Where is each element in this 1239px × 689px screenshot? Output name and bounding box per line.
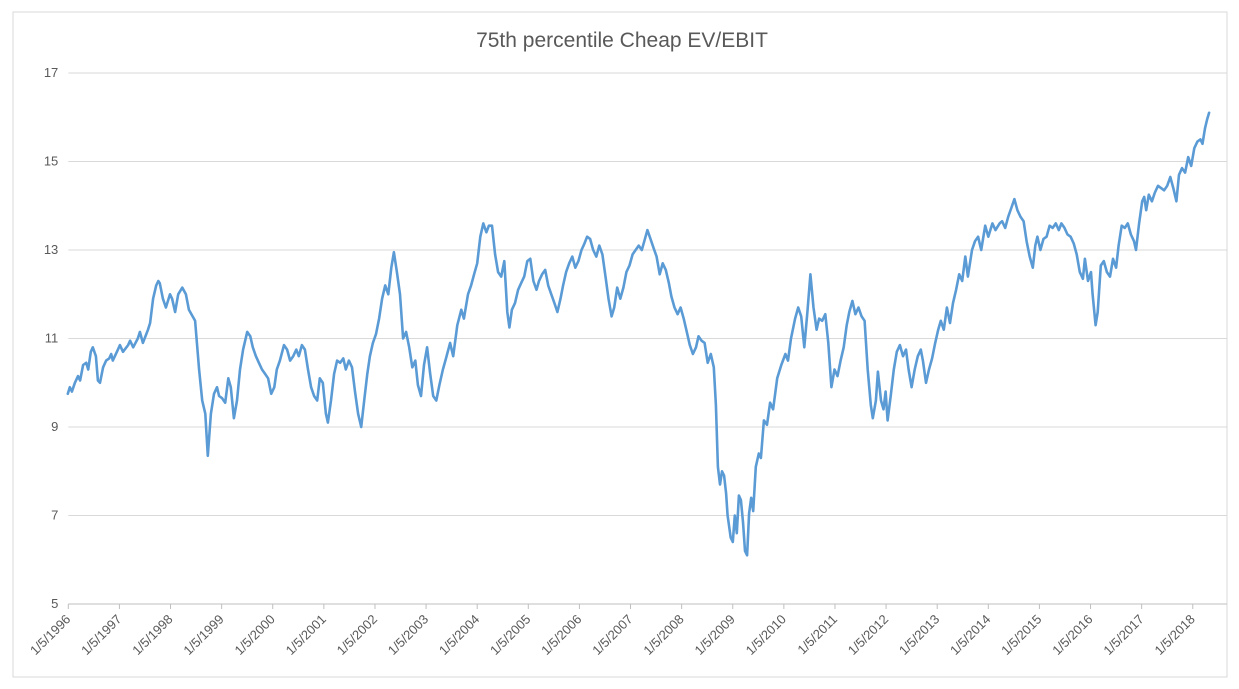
x-tick-label: 1/5/2016 xyxy=(1049,612,1095,658)
y-tick-label: 17 xyxy=(44,65,58,80)
x-tick-label: 1/5/2015 xyxy=(998,612,1044,658)
x-tick-label: 1/5/2001 xyxy=(283,612,329,658)
chart-border xyxy=(12,11,1228,678)
x-tick-label: 1/5/2003 xyxy=(385,612,431,658)
x-tick-label: 1/5/2005 xyxy=(487,612,533,658)
y-tick-label: 5 xyxy=(51,596,58,611)
x-tick-label: 1/5/2017 xyxy=(1100,612,1146,658)
y-tick-label: 11 xyxy=(45,331,59,346)
x-tick-label: 1/5/2012 xyxy=(845,612,891,658)
x-tick-label: 1/5/1998 xyxy=(129,612,175,658)
x-tick-label: 1/5/2009 xyxy=(691,612,737,658)
chart-title: 75th percentile Cheap EV/EBIT xyxy=(476,29,768,52)
x-tick-label: 1/5/2000 xyxy=(231,612,277,658)
x-tick-label: 1/5/1999 xyxy=(180,612,226,658)
x-tick-label: 1/5/2008 xyxy=(640,612,686,658)
x-tick-label: 1/5/2013 xyxy=(896,612,942,658)
x-tick-label: 1/5/2004 xyxy=(436,612,482,658)
plot-area: 1/5/1996 1/5/1997 1/5/1998 1/5/1999 1/5/2000… xyxy=(27,65,1227,658)
y-tick-label: 15 xyxy=(44,154,58,169)
y-tick-label: 13 xyxy=(44,242,58,257)
x-tick-label: 1/5/1996 xyxy=(27,612,73,658)
x-tick-label: 1/5/1997 xyxy=(78,612,124,658)
x-tick-label: 1/5/2010 xyxy=(743,612,789,658)
y-tick-label: 7 xyxy=(51,508,58,523)
x-tick-label: 1/5/2014 xyxy=(947,612,993,658)
x-tick-label: 1/5/2018 xyxy=(1151,612,1197,658)
y-tick-label: 9 xyxy=(51,419,58,434)
x-tick-label: 1/5/2006 xyxy=(538,612,584,658)
data-line xyxy=(66,111,1211,557)
x-tick-label: 1/5/2011 xyxy=(794,612,840,658)
x-tick-label: 1/5/2007 xyxy=(589,612,635,658)
x-tick-label: 1/5/2002 xyxy=(334,612,380,658)
